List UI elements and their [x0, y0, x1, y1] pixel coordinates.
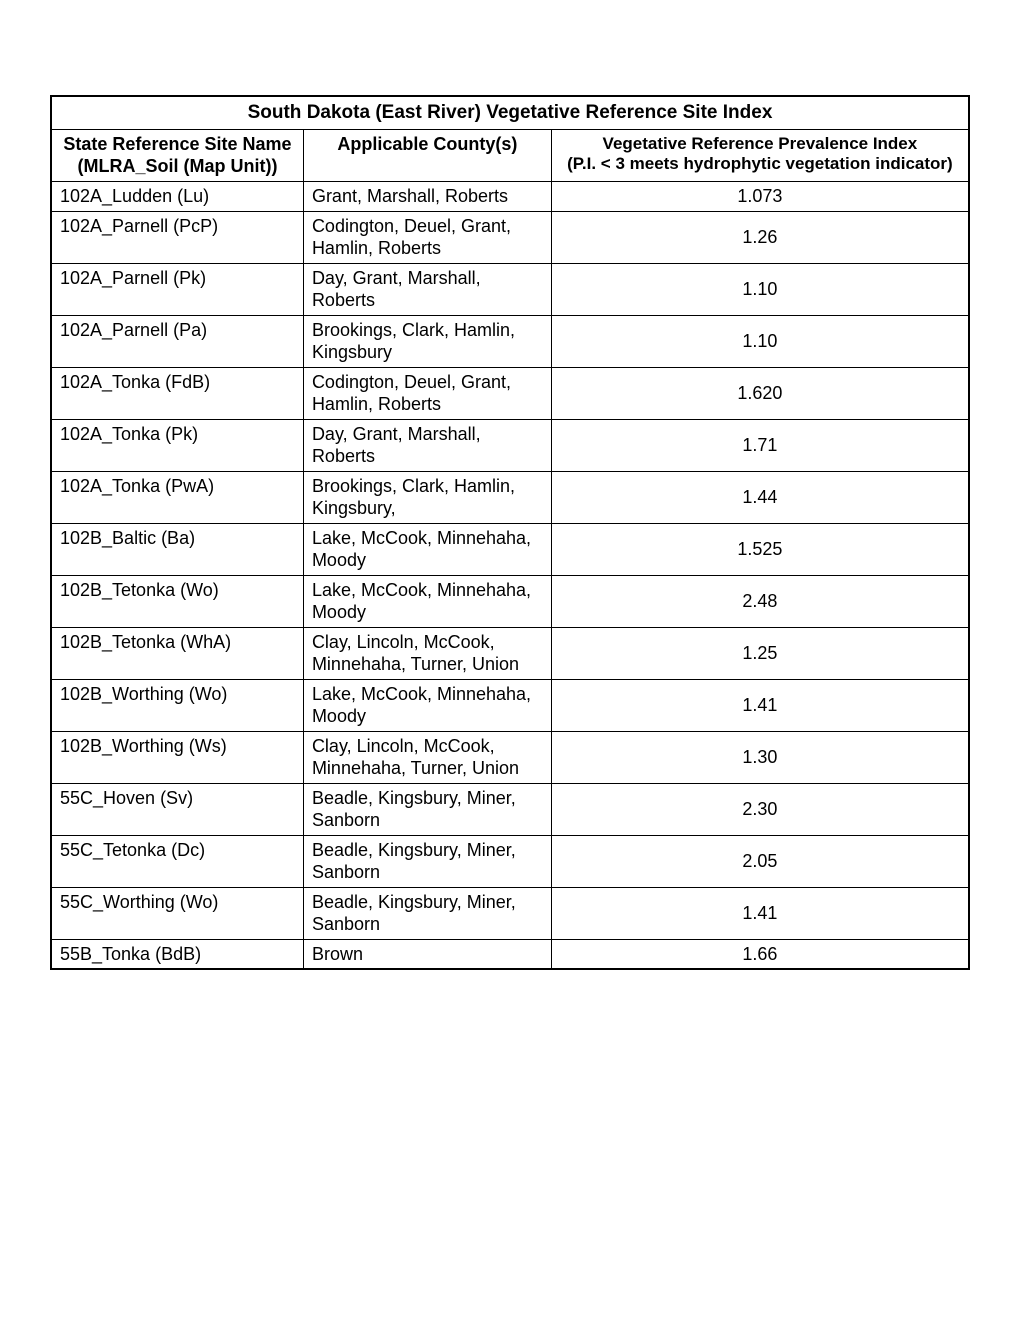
county-cell: Beadle, Kingsbury, Miner, Sanborn — [303, 887, 551, 939]
index-cell: 1.25 — [551, 627, 969, 679]
index-cell: 2.48 — [551, 575, 969, 627]
index-cell: 1.26 — [551, 211, 969, 263]
title-row: South Dakota (East River) Vegetative Ref… — [51, 96, 969, 130]
county-cell: Lake, McCook, Minnehaha, Moody — [303, 523, 551, 575]
site-name-cell: 55C_Worthing (Wo) — [51, 887, 303, 939]
table-row: 102B_Tetonka (Wo)Lake, McCook, Minnehaha… — [51, 575, 969, 627]
site-name-cell: 102A_Tonka (PwA) — [51, 471, 303, 523]
table-row: 102A_Tonka (FdB)Codington, Deuel, Grant,… — [51, 367, 969, 419]
table-row: 55C_Tetonka (Dc)Beadle, Kingsbury, Miner… — [51, 835, 969, 887]
vegetative-reference-table: South Dakota (East River) Vegetative Ref… — [50, 95, 970, 970]
index-cell: 1.41 — [551, 679, 969, 731]
county-cell: Day, Grant, Marshall, Roberts — [303, 263, 551, 315]
site-name-cell: 102A_Ludden (Lu) — [51, 182, 303, 212]
index-cell: 1.44 — [551, 471, 969, 523]
county-cell: Codington, Deuel, Grant, Hamlin, Roberts — [303, 211, 551, 263]
index-cell: 1.073 — [551, 182, 969, 212]
header-line1: State Reference Site Name — [63, 134, 291, 154]
county-cell: Lake, McCook, Minnehaha, Moody — [303, 679, 551, 731]
table-row: 102B_Baltic (Ba)Lake, McCook, Minnehaha,… — [51, 523, 969, 575]
table-row: 102A_Parnell (PcP)Codington, Deuel, Gran… — [51, 211, 969, 263]
index-cell: 1.71 — [551, 419, 969, 471]
site-name-cell: 102B_Tetonka (Wo) — [51, 575, 303, 627]
table-row: 102A_Tonka (PwA)Brookings, Clark, Hamlin… — [51, 471, 969, 523]
site-name-cell: 102B_Worthing (Ws) — [51, 731, 303, 783]
table-row: 102A_Ludden (Lu)Grant, Marshall, Roberts… — [51, 182, 969, 212]
index-cell: 1.10 — [551, 263, 969, 315]
table-row: 102A_Parnell (Pa)Brookings, Clark, Hamli… — [51, 315, 969, 367]
table-row: 55C_Hoven (Sv)Beadle, Kingsbury, Miner, … — [51, 783, 969, 835]
county-cell: Brookings, Clark, Hamlin, Kingsbury, — [303, 471, 551, 523]
site-name-cell: 102B_Baltic (Ba) — [51, 523, 303, 575]
site-name-cell: 102A_Parnell (PcP) — [51, 211, 303, 263]
county-cell: Clay, Lincoln, McCook, Minnehaha, Turner… — [303, 627, 551, 679]
site-name-cell: 102B_Tetonka (WhA) — [51, 627, 303, 679]
index-cell: 1.525 — [551, 523, 969, 575]
header-line1: Vegetative Reference Prevalence Index — [603, 134, 918, 153]
index-cell: 2.30 — [551, 783, 969, 835]
site-name-cell: 102A_Tonka (FdB) — [51, 367, 303, 419]
index-cell: 1.66 — [551, 939, 969, 969]
county-cell: Beadle, Kingsbury, Miner, Sanborn — [303, 783, 551, 835]
header-row: State Reference Site Name (MLRA_Soil (Ma… — [51, 130, 969, 182]
county-cell: Beadle, Kingsbury, Miner, Sanborn — [303, 835, 551, 887]
county-cell: Brookings, Clark, Hamlin, Kingsbury — [303, 315, 551, 367]
header-county: Applicable County(s) — [303, 130, 551, 182]
table-row: 102A_Parnell (Pk)Day, Grant, Marshall, R… — [51, 263, 969, 315]
table-row: 55C_Worthing (Wo)Beadle, Kingsbury, Mine… — [51, 887, 969, 939]
index-cell: 1.30 — [551, 731, 969, 783]
county-cell: Brown — [303, 939, 551, 969]
header-line2: (MLRA_Soil (Map Unit)) — [77, 156, 277, 176]
index-cell: 1.620 — [551, 367, 969, 419]
site-name-cell: 55B_Tonka (BdB) — [51, 939, 303, 969]
county-cell: Clay, Lincoln, McCook, Minnehaha, Turner… — [303, 731, 551, 783]
table-row: 102B_Tetonka (WhA)Clay, Lincoln, McCook,… — [51, 627, 969, 679]
site-name-cell: 55C_Hoven (Sv) — [51, 783, 303, 835]
table-body: 102A_Ludden (Lu)Grant, Marshall, Roberts… — [51, 182, 969, 970]
county-cell: Day, Grant, Marshall, Roberts — [303, 419, 551, 471]
table-row: 102B_Worthing (Wo)Lake, McCook, Minnehah… — [51, 679, 969, 731]
index-cell: 1.41 — [551, 887, 969, 939]
header-prevalence-index: Vegetative Reference Prevalence Index (P… — [551, 130, 969, 182]
header-line1: Applicable County(s) — [337, 134, 517, 154]
county-cell: Codington, Deuel, Grant, Hamlin, Roberts — [303, 367, 551, 419]
header-line2: (P.I. < 3 meets hydrophytic vegetation i… — [567, 154, 953, 173]
index-cell: 1.10 — [551, 315, 969, 367]
county-cell: Grant, Marshall, Roberts — [303, 182, 551, 212]
site-name-cell: 102A_Parnell (Pa) — [51, 315, 303, 367]
table-row: 102B_Worthing (Ws)Clay, Lincoln, McCook,… — [51, 731, 969, 783]
table-title: South Dakota (East River) Vegetative Ref… — [51, 96, 969, 130]
site-name-cell: 102B_Worthing (Wo) — [51, 679, 303, 731]
table-row: 102A_Tonka (Pk)Day, Grant, Marshall, Rob… — [51, 419, 969, 471]
site-name-cell: 102A_Parnell (Pk) — [51, 263, 303, 315]
site-name-cell: 55C_Tetonka (Dc) — [51, 835, 303, 887]
table-row: 55B_Tonka (BdB)Brown1.66 — [51, 939, 969, 969]
index-cell: 2.05 — [551, 835, 969, 887]
site-name-cell: 102A_Tonka (Pk) — [51, 419, 303, 471]
header-site-name: State Reference Site Name (MLRA_Soil (Ma… — [51, 130, 303, 182]
county-cell: Lake, McCook, Minnehaha, Moody — [303, 575, 551, 627]
